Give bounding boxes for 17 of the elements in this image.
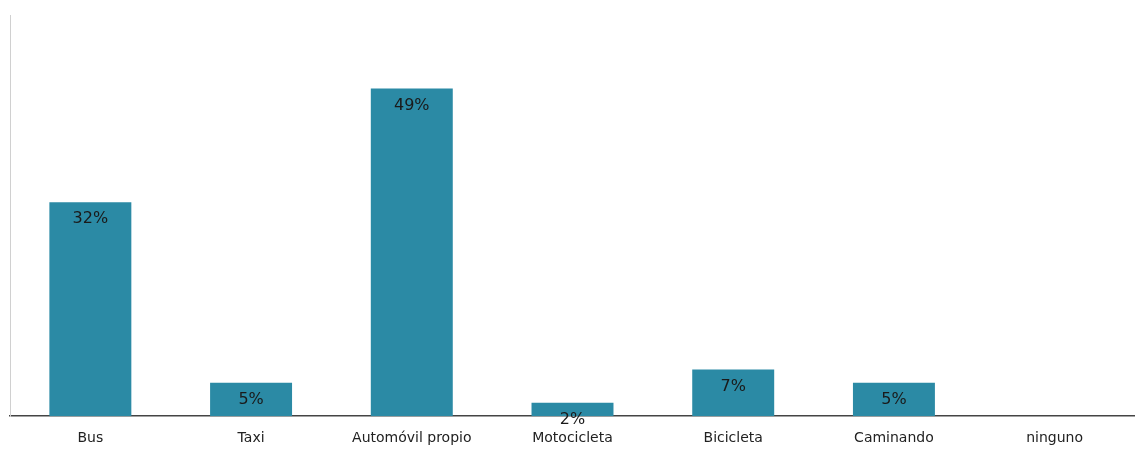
x-tick-label: Automóvil propio: [352, 429, 472, 446]
data-label: 5%: [238, 388, 264, 408]
data-label: 5%: [881, 388, 907, 408]
bar: [370, 88, 453, 417]
bar: [210, 382, 293, 417]
bar: [692, 369, 775, 417]
data-label: 7%: [720, 375, 746, 395]
x-tick-label: Caminando: [854, 429, 934, 446]
data-label: 49%: [394, 94, 430, 114]
x-tick-label: Taxi: [236, 429, 265, 446]
x-tick-label: ninguno: [1026, 429, 1084, 446]
x-tick-label: Motocicleta: [532, 429, 613, 446]
x-tick-label: Bicicleta: [703, 429, 763, 446]
data-label: 32%: [72, 208, 109, 228]
bar: [49, 202, 132, 417]
x-tick-label: Bus: [77, 429, 104, 446]
bar: [852, 382, 935, 417]
